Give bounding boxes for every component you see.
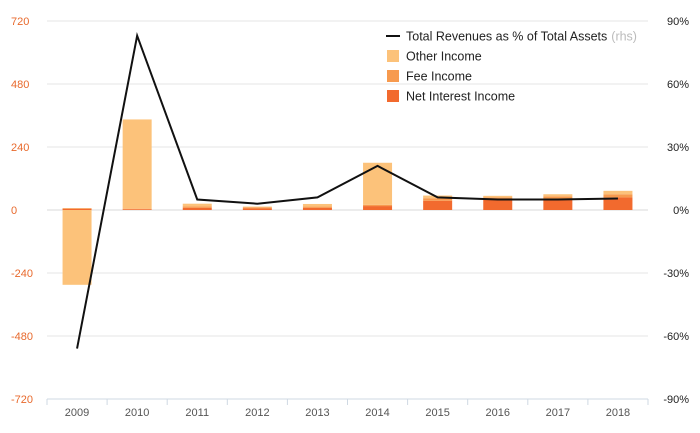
bar-other-income — [62, 210, 92, 285]
bar-other-income — [302, 203, 332, 207]
legend-box-swatch — [387, 70, 399, 82]
right-tick-label: -90% — [663, 394, 689, 406]
bar-net-interest-income — [603, 197, 633, 210]
x-tick-label: 2012 — [245, 407, 269, 419]
bar-fee-income — [182, 206, 212, 208]
bar-net-interest-income — [62, 208, 92, 210]
right-tick-label: 60% — [667, 79, 689, 91]
left-tick-label: 0 — [11, 205, 17, 217]
bar-fee-income — [122, 208, 152, 210]
left-axis: 720 480 240 0 -240 -480 -720 — [11, 16, 33, 406]
bar-fee-income — [483, 197, 513, 200]
left-tick-label: 480 — [11, 79, 29, 91]
left-tick-label: 240 — [11, 142, 29, 154]
legend-label: Net Interest Income — [406, 90, 515, 104]
bar-net-interest-income — [483, 199, 513, 210]
bar-other-income — [543, 194, 573, 197]
x-tick-label: 2018 — [606, 407, 630, 419]
bar-fee-income — [543, 196, 573, 199]
bar-net-interest-income — [543, 198, 573, 210]
line-total-revenues-pct — [76, 31, 618, 349]
x-tick-label: 2016 — [486, 407, 510, 419]
bar-other-income — [242, 206, 272, 208]
bar-other-income — [603, 190, 633, 195]
x-tick-label: 2015 — [425, 407, 449, 419]
bar-fee-income — [423, 198, 453, 201]
x-tick-label: 2011 — [185, 407, 209, 419]
legend-label: Other Income — [406, 50, 482, 64]
right-tick-label: -30% — [663, 268, 689, 280]
x-axis: 2009 2010 2011 2012 2013 2014 2015 2016 2017 2018 — [46, 398, 649, 419]
bar-fee-income — [363, 204, 393, 207]
x-tick-label: 2009 — [65, 407, 89, 419]
bar-net-interest-income — [423, 200, 453, 210]
bar-net-interest-income — [182, 207, 212, 210]
bar-other-income — [483, 195, 513, 198]
legend-box-swatch — [387, 50, 399, 62]
bar-net-interest-income — [363, 206, 393, 210]
right-tick-label: -60% — [663, 331, 689, 343]
left-tick-label: 720 — [11, 16, 29, 28]
x-tick-label: 2014 — [365, 407, 389, 419]
legend-label: Total Revenues as % of Total Assets (rhs) — [406, 30, 637, 44]
x-tick-label: 2017 — [546, 407, 570, 419]
legend-box-swatch — [387, 90, 399, 102]
bar-fee-income — [242, 207, 272, 209]
bar-other-income — [122, 119, 152, 209]
bar-fee-income — [302, 206, 332, 208]
right-tick-label: 30% — [667, 142, 689, 154]
bar-fee-income — [603, 194, 633, 198]
x-tick-label: 2010 — [125, 407, 149, 419]
bar-other-income — [363, 162, 393, 205]
left-tick-label: -720 — [11, 394, 33, 406]
legend-label: Fee Income — [406, 70, 472, 84]
right-axis: 90% 60% 30% 0% -30% -60% -90% — [663, 16, 689, 406]
revenue-ratio-line — [76, 31, 618, 349]
bars — [62, 119, 633, 285]
legend-note: (rhs) — [611, 30, 637, 44]
left-tick-label: -240 — [11, 268, 33, 280]
right-tick-label: 0% — [673, 205, 689, 217]
bar-fee-income — [62, 208, 92, 209]
bar-net-interest-income — [242, 208, 272, 210]
x-tick-label: 2013 — [305, 407, 329, 419]
bar-other-income — [182, 203, 212, 207]
left-tick-label: -480 — [11, 331, 33, 343]
legend: Total Revenues as % of Total Assets (rhs)… — [386, 30, 637, 104]
right-tick-label: 90% — [667, 16, 689, 28]
bar-net-interest-income — [302, 207, 332, 210]
bar-net-interest-income — [122, 209, 152, 210]
